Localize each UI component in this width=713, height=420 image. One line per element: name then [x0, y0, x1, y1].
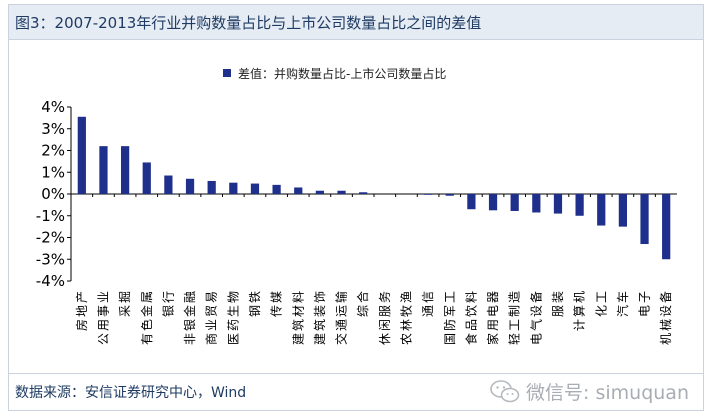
x-tick-label: 农林牧渔 — [399, 289, 413, 345]
x-tick-label: 传媒 — [269, 289, 284, 317]
y-tick-label: 2% — [41, 142, 65, 160]
x-tick-label: 房地产 — [74, 289, 89, 331]
x-tick-label: 建筑材料 — [290, 289, 305, 345]
x-tick-label: 家用电器 — [485, 289, 500, 345]
x-tick-label: 计算机 — [572, 289, 587, 331]
bar — [640, 194, 649, 245]
y-tick-label: 0% — [41, 185, 65, 203]
y-tick-label: -2% — [36, 229, 65, 247]
bar — [164, 175, 173, 194]
x-tick-label: 非银金融 — [182, 289, 197, 345]
x-tick-label: 交通运输 — [334, 289, 349, 345]
x-tick-label: 医药生物 — [226, 289, 240, 345]
bar — [337, 190, 346, 194]
bar — [510, 194, 519, 211]
bar — [185, 178, 195, 194]
x-tick-label: 采掘 — [117, 289, 132, 317]
bar — [597, 194, 606, 226]
bar — [120, 146, 130, 194]
y-tick-label: 3% — [41, 120, 65, 138]
bar — [662, 194, 671, 260]
bar — [142, 162, 151, 194]
bar — [359, 192, 368, 194]
bar — [99, 146, 108, 194]
legend-label: 差值：并购数量占比-上市公司数量占比 — [238, 66, 446, 81]
x-tick-label: 休闲服务 — [377, 289, 392, 345]
x-tick-label: 有色金属 — [139, 289, 154, 345]
bar — [229, 182, 238, 194]
x-tick-label: 机械设备 — [658, 289, 673, 345]
wechat-icon — [490, 379, 520, 402]
x-tick-label: 服装 — [551, 289, 565, 317]
x-tick-label: 食品饮料 — [463, 289, 478, 345]
bar — [575, 194, 584, 216]
bar — [294, 187, 303, 194]
x-tick-label: 公用事业 — [96, 289, 110, 345]
bar — [532, 194, 541, 213]
y-tick-label: 1% — [41, 163, 65, 181]
bar — [553, 194, 563, 214]
bar — [488, 194, 498, 211]
x-tick-label: 钢铁 — [248, 289, 262, 317]
x-tick-label: 银行 — [161, 289, 175, 317]
title-bar: 图3：2007-2013年行业并购数量占比与上市公司数量占比之间的差值 — [9, 5, 703, 40]
x-tick-label: 轻工制造 — [508, 289, 522, 345]
x-tick-label: 商业贸易 — [204, 289, 219, 345]
x-tick-label: 化工 — [594, 289, 608, 317]
figure-title: 图3：2007-2013年行业并购数量占比与上市公司数量占比之间的差值 — [15, 14, 482, 32]
x-tick-label: 汽车 — [615, 289, 630, 317]
x-tick-label: 通信 — [421, 289, 435, 317]
x-tick-label: 国防军工 — [442, 289, 457, 345]
y-tick-label: 4% — [41, 98, 65, 116]
y-tick-label: -1% — [36, 207, 65, 225]
footer: 数据来源：安信证券研究中心，Wind 微信号: simuquan — [9, 373, 703, 410]
bar — [77, 116, 86, 194]
x-tick-label: 建筑装饰 — [312, 289, 327, 345]
x-tick-label: 电子 — [638, 289, 652, 317]
legend-swatch — [223, 69, 231, 77]
bar — [250, 183, 260, 194]
legend: 差值：并购数量占比-上市公司数量占比 — [223, 66, 446, 81]
y-tick-label: -4% — [36, 272, 65, 290]
figure-frame: 图3：2007-2013年行业并购数量占比与上市公司数量占比之间的差值 差值：并… — [8, 4, 704, 411]
source-text: 数据来源：安信证券研究中心，Wind — [15, 385, 247, 401]
y-tick-label: -3% — [36, 250, 65, 268]
bar — [207, 180, 216, 194]
bar — [445, 194, 454, 196]
x-tick-label: 综合 — [355, 289, 370, 317]
bar — [315, 190, 325, 194]
bar — [423, 194, 433, 195]
bar — [467, 194, 476, 210]
watermark-text: 微信号: simuquan — [526, 382, 689, 404]
bar-chart: 差值：并购数量占比-上市公司数量占比 4% 3% 2% 1% 0% -1% -2% -3% -4%… — [36, 66, 677, 345]
wechat-watermark: 微信号: simuquan — [490, 378, 689, 405]
bar — [618, 194, 628, 227]
x-tick-label: 电气设备 — [528, 289, 543, 345]
bar — [272, 184, 281, 194]
